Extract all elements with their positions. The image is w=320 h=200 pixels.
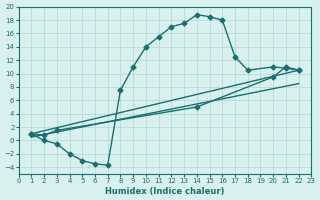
X-axis label: Humidex (Indice chaleur): Humidex (Indice chaleur) [105, 187, 225, 196]
